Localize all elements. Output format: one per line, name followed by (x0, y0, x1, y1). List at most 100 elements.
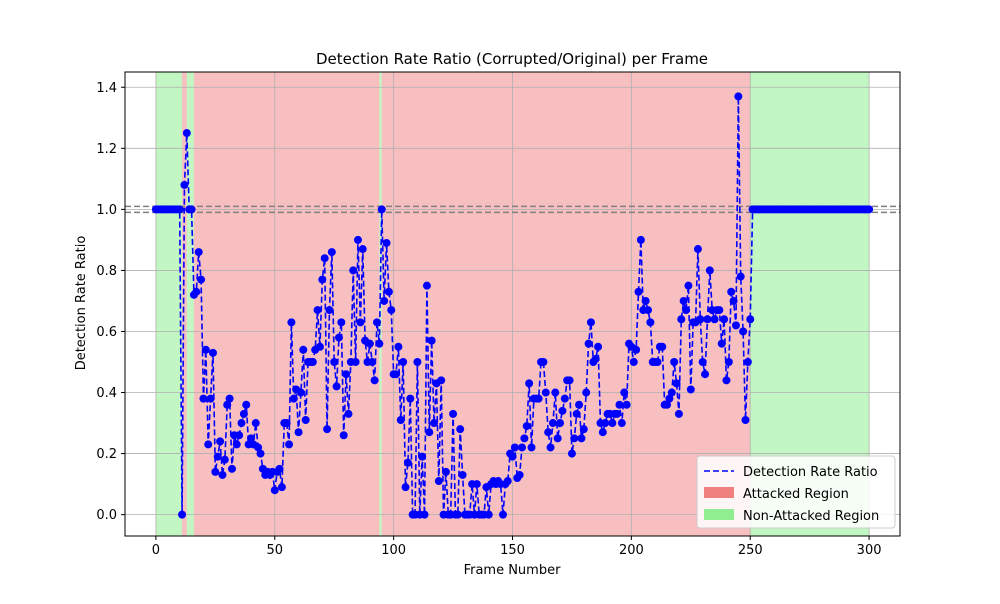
y-axis-ticks: 0.0 0.2 0.4 0.6 0.8 1.0 1.2 1.4 (96, 81, 125, 523)
data-point (591, 354, 600, 363)
data-point (518, 443, 527, 452)
data-point (242, 400, 251, 409)
grid-lines (125, 72, 900, 536)
attacked-region (182, 72, 187, 536)
y-axis-label: Detection Rate Ratio (74, 236, 89, 371)
data-point (270, 486, 279, 495)
data-point (434, 477, 443, 486)
data-point (541, 388, 550, 397)
data-point (227, 464, 236, 473)
data-point (560, 394, 569, 403)
data-point (342, 370, 351, 379)
data-point (570, 434, 579, 443)
data-point (237, 419, 246, 428)
data-point (636, 235, 645, 244)
data-point (484, 510, 493, 519)
data-point (287, 318, 296, 327)
data-point (344, 409, 353, 418)
data-point (534, 394, 543, 403)
data-point (677, 315, 686, 324)
data-point (372, 318, 381, 327)
data-point (315, 342, 324, 351)
data-point (729, 296, 738, 305)
data-point (216, 437, 225, 446)
data-point (180, 180, 189, 189)
x-axis-label: Frame Number (464, 563, 562, 578)
data-point (199, 394, 208, 403)
legend-label-attacked: Attacked Region (743, 487, 849, 502)
data-point (327, 248, 336, 257)
data-point (235, 431, 244, 440)
data-point (208, 348, 217, 357)
data-point (724, 358, 733, 366)
data-point (275, 464, 284, 473)
data-point (515, 470, 524, 479)
data-point (520, 434, 529, 443)
chart-title: Detection Rate Ratio (Corrupted/Original… (316, 50, 708, 68)
data-point (510, 443, 519, 452)
data-point (382, 238, 391, 247)
data-point (299, 345, 308, 354)
data-point (368, 358, 377, 366)
data-point (175, 205, 184, 214)
data-point (582, 388, 591, 397)
data-point (187, 205, 196, 214)
y-tick-label: 1.4 (96, 81, 117, 96)
x-tick-label: 300 (857, 543, 882, 558)
data-point (351, 358, 360, 366)
data-point (192, 287, 201, 296)
data-point (684, 281, 693, 290)
data-point (710, 315, 719, 324)
data-point (182, 129, 191, 138)
data-point (586, 318, 595, 327)
data-point (256, 449, 265, 458)
data-point (453, 510, 462, 519)
data-point (608, 419, 617, 428)
data-point (594, 342, 603, 351)
data-point (394, 342, 403, 351)
data-point (211, 467, 220, 476)
data-point (197, 275, 206, 284)
data-point (727, 287, 736, 296)
data-point (456, 425, 465, 434)
data-point (743, 358, 752, 366)
data-point (330, 358, 339, 366)
non-attacked-region (155, 72, 183, 536)
data-point (387, 306, 396, 315)
data-point (696, 315, 705, 324)
data-point (539, 358, 548, 366)
data-point (527, 443, 536, 452)
data-point (296, 388, 305, 397)
data-point (413, 358, 422, 366)
data-point (653, 358, 662, 366)
data-point (746, 315, 755, 324)
data-point (522, 422, 531, 431)
data-point (717, 339, 726, 348)
data-point (323, 425, 332, 434)
data-point (441, 467, 450, 476)
data-point (579, 425, 588, 434)
data-point (375, 339, 384, 348)
data-point (437, 376, 446, 385)
y-tick-label: 1.2 (96, 142, 117, 157)
data-point (551, 388, 560, 397)
data-point (682, 306, 691, 315)
data-point (377, 205, 386, 214)
data-point (667, 388, 676, 397)
data-point (634, 287, 643, 296)
legend-box (696, 455, 896, 529)
data-point (213, 452, 222, 461)
data-point (425, 428, 434, 437)
data-point (615, 400, 624, 409)
data-point (277, 483, 286, 492)
data-point (701, 370, 710, 379)
data-point (686, 385, 695, 394)
legend: Detection Rate Ratio Attacked Region Non… (696, 455, 896, 529)
data-point (622, 400, 631, 409)
data-point (558, 406, 567, 415)
data-point (698, 358, 707, 366)
data-point (418, 452, 427, 461)
x-tick-label: 50 (266, 543, 283, 558)
data-point (598, 428, 607, 437)
